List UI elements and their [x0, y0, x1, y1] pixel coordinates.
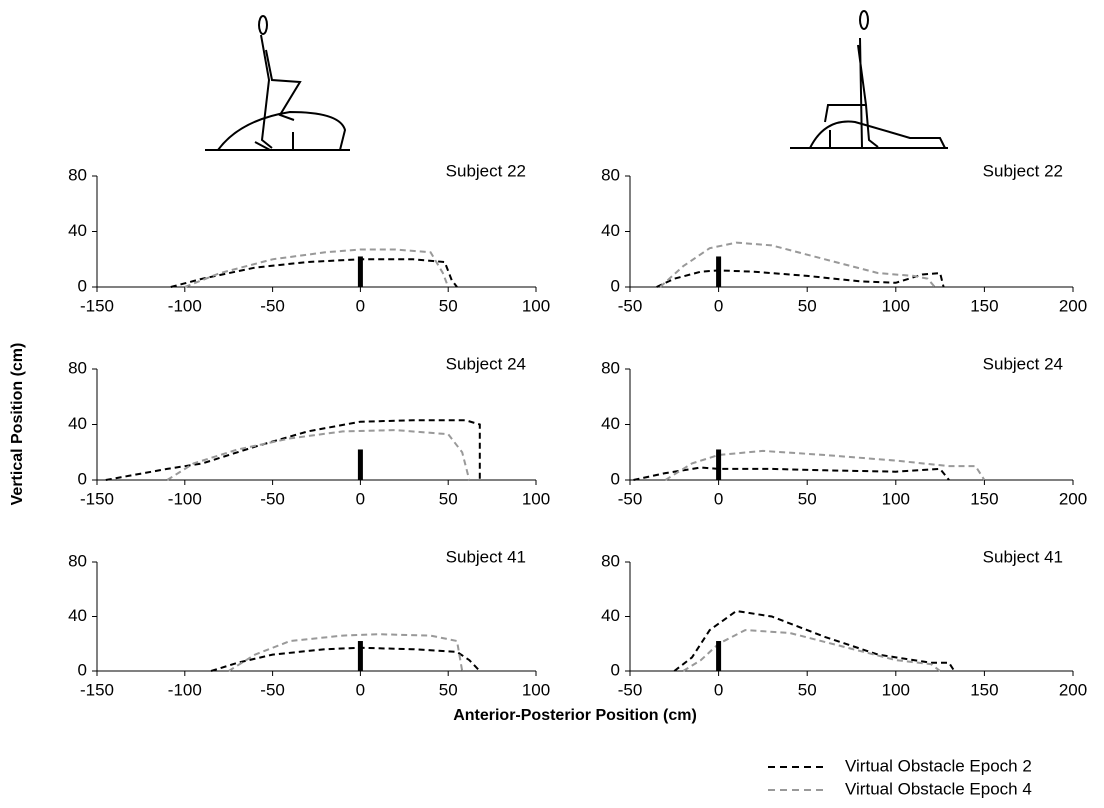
trajectory [657, 270, 944, 287]
obstacle [716, 449, 721, 480]
obstacle [716, 641, 721, 671]
x-tick-label: 0 [714, 489, 723, 508]
panel-title: Subject 24 [446, 354, 526, 373]
stick-figure-left [205, 16, 350, 150]
y-tick-label: 40 [68, 606, 87, 625]
obstacle [358, 256, 363, 287]
x-tick-label: 200 [1059, 489, 1087, 508]
x-tick-label: -100 [168, 489, 202, 508]
trajectory [171, 259, 457, 287]
x-tick-label: -150 [80, 680, 114, 699]
obstacle [358, 449, 363, 480]
y-tick-label: 0 [611, 660, 620, 679]
y-tick-label: 40 [601, 414, 620, 433]
x-tick-label: -100 [168, 680, 202, 699]
x-tick-label: 100 [522, 296, 550, 315]
x-tick-label: 100 [882, 296, 910, 315]
y-tick-label: 80 [601, 165, 620, 184]
y-axis-label: Vertical Position (cm) [9, 343, 26, 506]
y-tick-label: 0 [78, 660, 87, 679]
y-tick-label: 0 [611, 469, 620, 488]
panel-title: Subject 41 [446, 547, 526, 566]
x-tick-label: 100 [522, 489, 550, 508]
x-tick-label: -50 [618, 296, 643, 315]
x-tick-label: 50 [798, 489, 817, 508]
y-tick-label: 80 [601, 358, 620, 377]
x-tick-label: 50 [798, 680, 817, 699]
x-tick-label: -50 [260, 680, 285, 699]
panel-title: Subject 41 [983, 547, 1063, 566]
trajectory [665, 451, 984, 480]
y-tick-label: 80 [601, 551, 620, 570]
obstacle [358, 641, 363, 671]
trajectory [211, 648, 480, 671]
legend-label: Virtual Obstacle Epoch 4 [845, 779, 1032, 798]
y-tick-label: 80 [68, 551, 87, 570]
x-tick-label: 0 [356, 489, 365, 508]
x-tick-label: 100 [882, 680, 910, 699]
x-tick-label: -100 [168, 296, 202, 315]
x-tick-label: 50 [439, 296, 458, 315]
trajectory [167, 430, 469, 480]
trajectory [660, 243, 935, 287]
trajectory [683, 630, 940, 671]
y-tick-label: 0 [78, 469, 87, 488]
y-tick-label: 40 [601, 606, 620, 625]
x-axis-label: Anterior-Posterior Position (cm) [453, 707, 697, 724]
x-tick-label: -50 [260, 296, 285, 315]
x-tick-label: 50 [439, 680, 458, 699]
x-tick-label: -50 [260, 489, 285, 508]
x-tick-label: -150 [80, 489, 114, 508]
legend: Virtual Obstacle Epoch 2 Virtual Obstacl… [768, 756, 1032, 798]
x-tick-label: 0 [356, 296, 365, 315]
x-tick-label: 0 [356, 680, 365, 699]
x-tick-label: 150 [970, 680, 998, 699]
trajectory [185, 250, 448, 288]
x-tick-label: 100 [522, 680, 550, 699]
panel-title: Subject 22 [446, 161, 526, 180]
y-tick-label: 40 [601, 221, 620, 240]
x-tick-label: 0 [714, 296, 723, 315]
x-tick-label: -50 [618, 680, 643, 699]
x-tick-label: 50 [439, 489, 458, 508]
x-tick-label: 50 [798, 296, 817, 315]
y-tick-label: 0 [78, 276, 87, 295]
y-tick-label: 40 [68, 221, 87, 240]
x-tick-label: 200 [1059, 296, 1087, 315]
stick-figure-right [790, 11, 948, 148]
trajectory [634, 468, 950, 481]
y-tick-label: 0 [611, 276, 620, 295]
trajectory [106, 420, 480, 480]
panel-title: Subject 24 [983, 354, 1063, 373]
trajectory [229, 634, 463, 671]
obstacle [716, 256, 721, 287]
x-tick-label: -150 [80, 296, 114, 315]
x-tick-label: 150 [970, 489, 998, 508]
figure: Vertical Position (cm) Anterior-Posterio… [0, 0, 1104, 803]
y-tick-label: 80 [68, 165, 87, 184]
x-tick-label: 100 [882, 489, 910, 508]
y-tick-label: 80 [68, 358, 87, 377]
legend-label: Virtual Obstacle Epoch 2 [845, 756, 1032, 775]
y-tick-label: 40 [68, 414, 87, 433]
x-tick-label: 0 [714, 680, 723, 699]
x-tick-label: 150 [970, 296, 998, 315]
x-tick-label: -50 [618, 489, 643, 508]
panel-title: Subject 22 [983, 161, 1063, 180]
x-tick-label: 200 [1059, 680, 1087, 699]
